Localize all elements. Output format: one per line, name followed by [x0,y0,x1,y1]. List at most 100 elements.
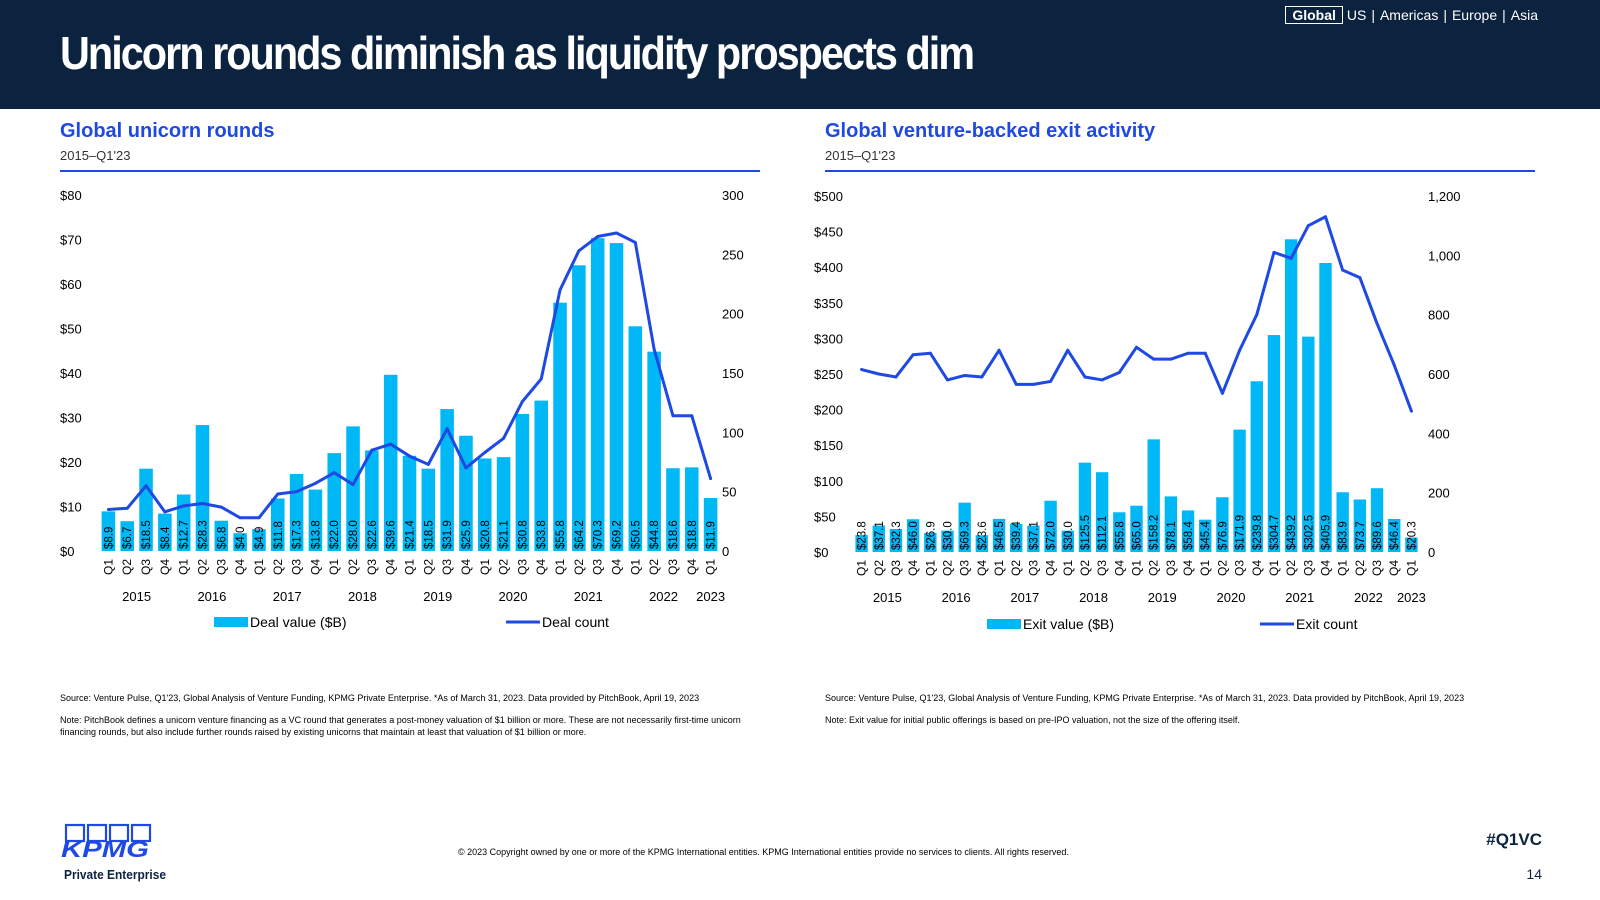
data-bar [1044,500,1057,552]
region-separator: | [1371,7,1375,23]
data-bar [120,521,135,551]
data-bar [1095,472,1109,552]
legend-label: Deal value ($B) [250,614,347,630]
x-axis-quarter-label: Q1 [1130,560,1144,576]
bar-value-label: $58.4 [1183,521,1195,550]
exit-notes: Source: Venture Pulse, Q1'23, Global Ana… [825,692,1525,736]
y2-axis-tick-label: 600 [1428,367,1450,382]
x-axis-quarter-label: Q4 [1319,560,1333,576]
bar-value-label: $8.9 [103,527,115,549]
count-point [997,348,1001,352]
count-point [615,231,618,235]
x-axis-quarter-label: Q1 [1061,560,1075,576]
bar-value-label: $239.8 [1252,515,1264,550]
data-bar [1250,381,1263,552]
x-axis-quarter-label: Q2 [941,560,955,576]
data-bar [534,400,549,551]
bar-value-label: $11.9 [706,521,718,549]
data-bar [1319,262,1332,552]
count-point [1289,256,1293,260]
data-bar [1010,523,1023,552]
count-point [1220,391,1224,395]
data-bar [628,326,643,551]
count-point [464,466,468,470]
count-point [1117,371,1121,375]
region-tab-us[interactable]: US [1346,7,1367,23]
bar-value-label: $55.8 [555,520,567,549]
data-bar [1284,239,1298,552]
data-bar [1147,439,1160,552]
exit-panel: Global venture-backed exit activity 2015… [825,120,1535,172]
count-point [1186,351,1190,355]
y2-axis-tick-label: 150 [722,366,744,381]
bar-value-label: $23.6 [977,521,989,550]
region-nav: Global US | Americas | Europe | Asia [1285,6,1542,24]
data-bar [992,518,1006,552]
x-axis-quarter-label: Q4 [308,559,322,575]
data-bar [252,529,266,551]
data-bar [1336,492,1349,552]
copyright-text: © 2023 Copyright owned by one or more of… [458,847,1069,857]
x-axis-quarter-label: Q4 [1387,560,1401,576]
y2-axis-tick-label: 200 [1428,486,1450,501]
x-axis-year-label: 2015 [873,590,902,605]
bar-value-label: $158.2 [1149,515,1161,550]
count-point [313,481,317,485]
bar-value-label: $22.0 [329,520,341,549]
data-bar [572,265,586,551]
y-axis-tick-label: $350 [814,296,843,311]
x-axis-quarter-label: Q2 [1284,560,1298,576]
region-tab-americas[interactable]: Americas [1379,7,1439,23]
definition-note: Note: Exit value for initial public offe… [825,715,1240,725]
data-bar [1353,499,1367,552]
y-axis-tick-label: $0 [60,544,74,559]
count-point [1409,409,1413,413]
count-point [1049,379,1053,383]
count-point [144,484,148,488]
x-axis-year-label: 2015 [122,589,151,604]
y-axis-tick-label: $450 [814,225,843,240]
y2-axis-tick-label: 100 [722,425,744,440]
x-axis-quarter-label: Q4 [534,559,548,575]
y-axis-tick-label: $0 [814,545,828,560]
count-point [1358,276,1362,280]
exit-activity-chart: $0 $50 $100 $150 $200 $250 $300 $350 $400 $450 $50… [814,189,1461,632]
x-axis-quarter-label: Q1 [478,559,492,575]
legend-label: Exit value ($B) [1023,616,1114,632]
bar-value-label: $18.8 [687,520,699,549]
y-axis-tick-label: $200 [814,403,843,418]
data-bar [906,519,920,552]
source-note: Source: Venture Pulse, Q1'23, Global Ana… [825,693,1465,703]
count-point [1255,313,1259,317]
data-bar [872,525,885,552]
x-axis-quarter-label: Q3 [889,560,903,576]
x-axis-year-label: 2017 [273,589,302,604]
y-axis-tick-label: $300 [814,331,843,346]
bar-value-label: $30.8 [517,520,529,549]
region-tab-global[interactable]: Global [1285,6,1343,24]
region-tab-asia[interactable]: Asia [1510,7,1538,23]
bar-value-label: $18.5 [141,520,153,549]
x-axis-year-label: 2016 [197,589,226,604]
count-point [332,471,336,475]
count-point [877,372,881,376]
bar-value-label: $37.1 [874,521,886,550]
data-bar [1302,336,1315,552]
y2-axis-tick-label: 50 [722,485,736,500]
data-bar [365,450,379,551]
y2-axis-tick-label: 300 [722,188,744,203]
region-tab-europe[interactable]: Europe [1451,7,1498,23]
bar-value-label: $23.8 [857,521,869,550]
x-axis-quarter-label: Q2 [120,559,134,575]
x-axis-quarter-label: Q1 [855,560,869,576]
y-axis-tick-label: $250 [814,367,843,382]
y-axis-tick-label: $70 [60,233,82,248]
bar-value-label: $21.4 [405,520,417,549]
x-axis-quarter-label: Q3 [290,559,304,575]
x-axis-quarter-label: Q3 [1095,560,1109,576]
x-axis-quarter-label: Q1 [177,559,191,575]
x-axis-quarter-label: Q4 [685,559,699,575]
count-point [928,351,932,355]
x-axis-quarter-label: Q1 [992,560,1006,576]
count-point [106,507,110,511]
